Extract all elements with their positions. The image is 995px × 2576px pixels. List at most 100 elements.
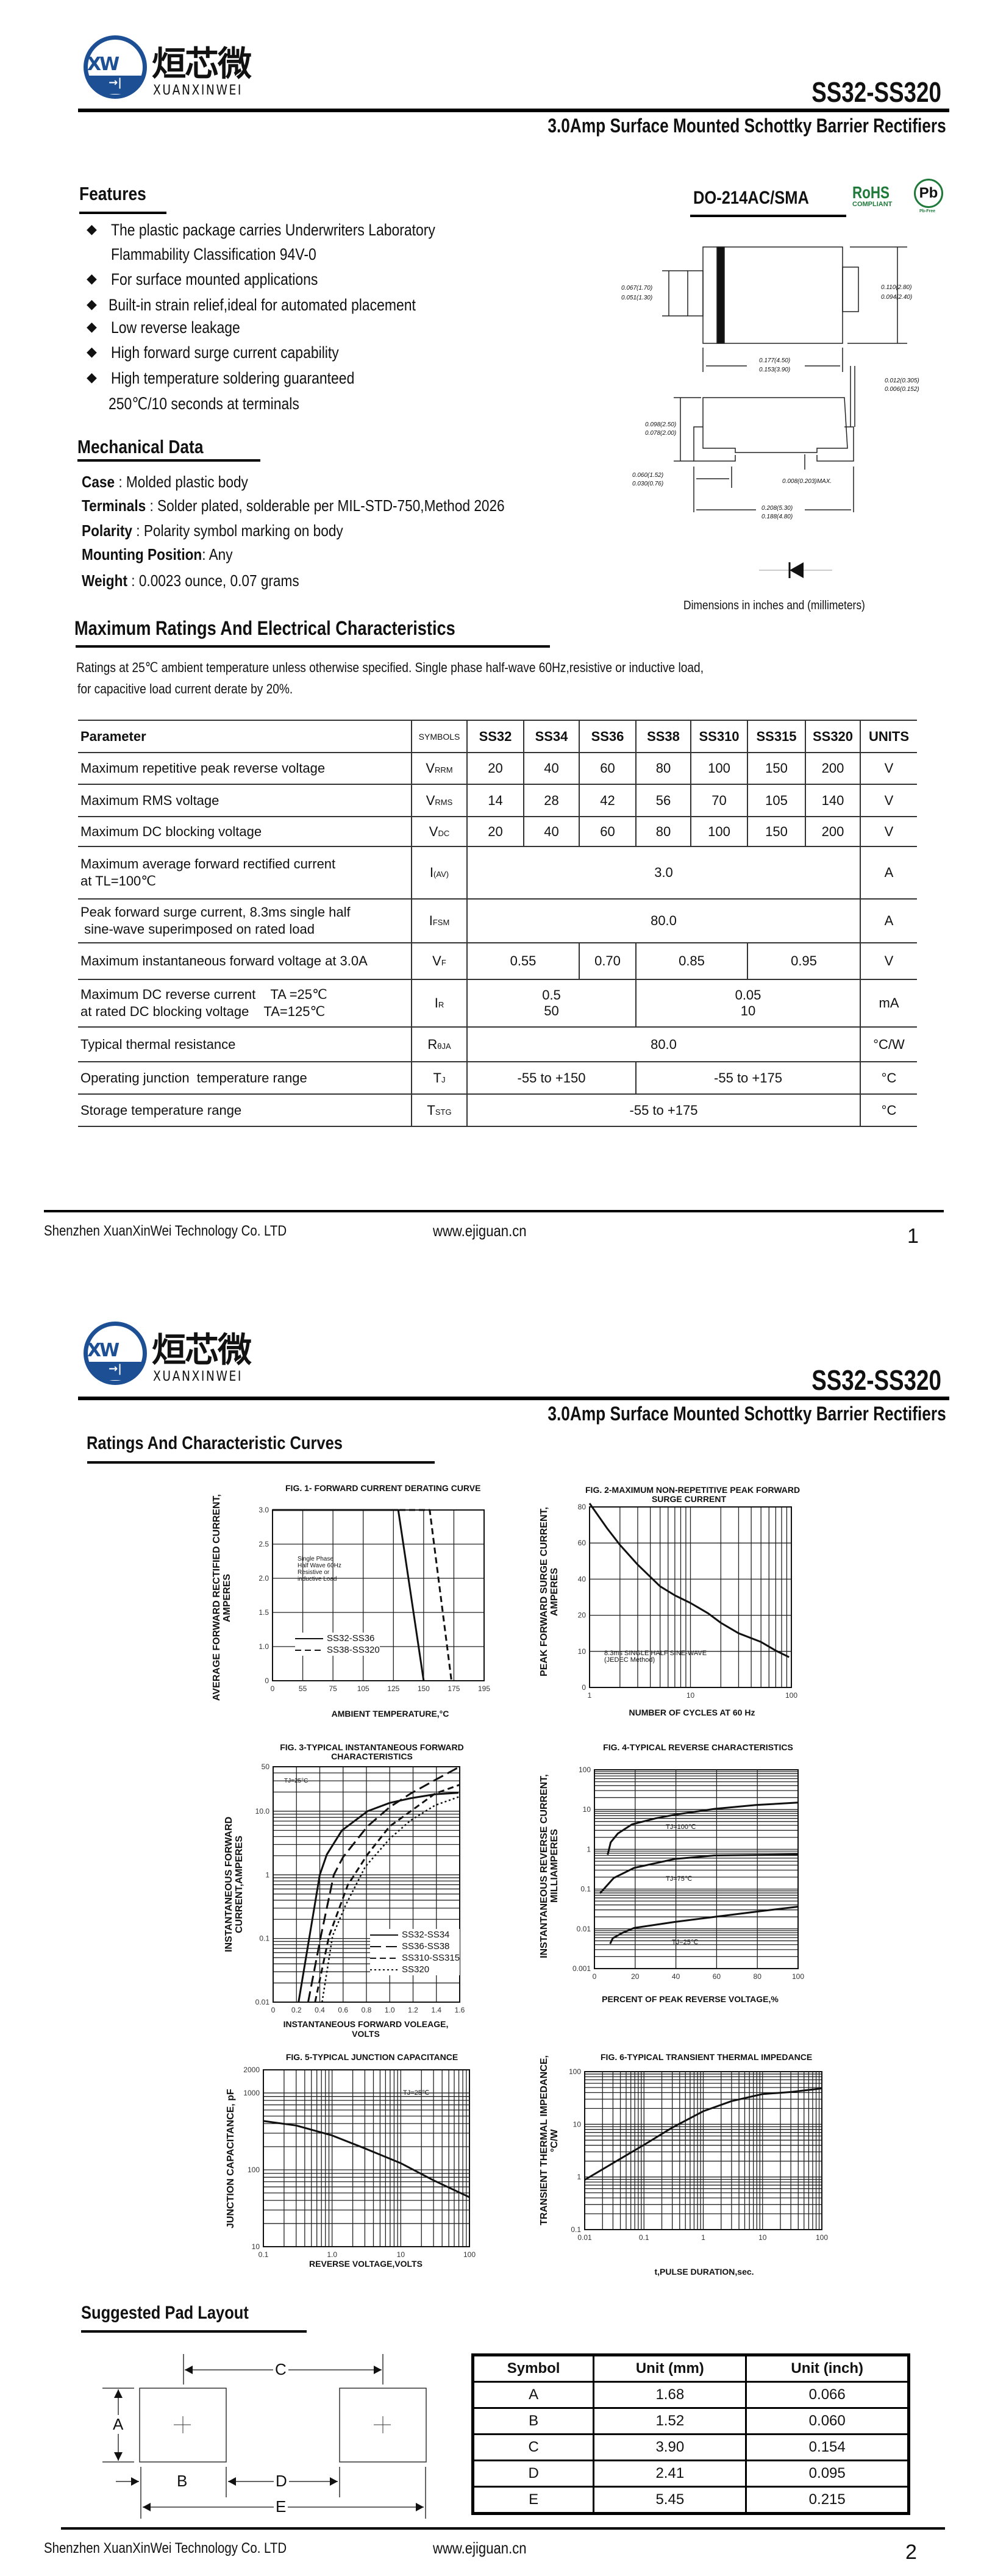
value-cell: 28 bbox=[523, 784, 579, 817]
value-cell: 0.5 50 bbox=[466, 979, 636, 1028]
fig4-xlabel: PERCENT OF PEAK REVERSE VOLTAGE,% bbox=[602, 1994, 779, 2004]
x-tick-label: 125 bbox=[387, 1684, 399, 1693]
unit-cell: °C/W bbox=[860, 1026, 917, 1062]
y-tick-label: 0.1 bbox=[259, 1934, 269, 1943]
fig2-xlabel: NUMBER OF CYCLES AT 60 Hz bbox=[629, 1708, 755, 1717]
x-tick-label: 0.6 bbox=[338, 2006, 348, 2014]
value-cell: 60 bbox=[579, 752, 636, 785]
x-tick-label: 105 bbox=[357, 1684, 369, 1693]
y-tick-label: 10 bbox=[252, 2242, 260, 2251]
y-tick-label: 10 bbox=[578, 1647, 587, 1656]
y-tick-label: 80 bbox=[578, 1503, 587, 1511]
column-header: Unit (mm) bbox=[593, 2354, 747, 2383]
table-row: Typical thermal resistance RθJA 80.0 °C/W bbox=[78, 1026, 917, 1062]
symbol-cell: VF bbox=[411, 942, 467, 980]
value-cell: 42 bbox=[579, 784, 636, 817]
pad-right bbox=[339, 2388, 427, 2463]
unit-cell: V bbox=[860, 784, 917, 817]
value-cell: 200 bbox=[805, 816, 860, 847]
fig2-annotation: 8.3ms SINGLE HALF SINE-WAVE (JEDEC Metho… bbox=[602, 1650, 709, 1664]
diode-symbol-icon bbox=[759, 562, 832, 578]
fig3-title: FIG. 3-TYPICAL INSTANTANEOUS FORWARD CHAR… bbox=[280, 1742, 464, 1761]
unit-cell: °C bbox=[860, 1061, 917, 1095]
bullet-icon: ◆ bbox=[87, 370, 97, 385]
y-tick-label: 100 bbox=[248, 2166, 260, 2174]
fig4-annotation: TJ=75℃ bbox=[662, 1876, 696, 1883]
model-title: SS32-SS320 bbox=[811, 1364, 941, 1396]
table-row: Maximum DC blocking voltage VDC 20 40 60 80 10… bbox=[78, 816, 917, 847]
cell: C bbox=[471, 2433, 595, 2461]
y-tick-label: 0.1 bbox=[580, 1885, 591, 1894]
y-tick-label: 10 bbox=[583, 1805, 591, 1814]
features-heading: Features bbox=[79, 183, 146, 204]
logo-english-name: XUANXINWEI bbox=[153, 1369, 243, 1384]
value-cell: 80 bbox=[635, 816, 691, 847]
lead-right bbox=[842, 267, 859, 312]
fig2-title: FIG. 2-MAXIMUM NON-REPETITIVE PEAK FORWA… bbox=[585, 1485, 801, 1504]
y-tick-label: 1 bbox=[265, 1870, 269, 1879]
feature-item: For surface mounted applications bbox=[111, 270, 318, 288]
dim-label: 0.012(0.305) bbox=[885, 377, 919, 384]
x-tick-label: 195 bbox=[478, 1684, 490, 1693]
column-header: Unit (inch) bbox=[745, 2354, 910, 2383]
footer-rule bbox=[44, 1210, 944, 1212]
dim-label: 0.078(2.00) bbox=[645, 430, 677, 437]
mechanical-weight: Weight : 0.0023 ounce, 0.07 grams bbox=[82, 571, 299, 590]
feature-item: Low reverse leakage bbox=[111, 318, 240, 337]
logo-ring-icon bbox=[84, 35, 147, 99]
fig3-plot: 0 0.2 0.4 0.6 0.8 1.0 1.2 1.4 1.6 0.01 0.1 1 10.0 50 bbox=[255, 1762, 465, 2014]
table-header-row: Symbol Unit (mm) Unit (inch) bbox=[471, 2354, 910, 2383]
value-cell: 14 bbox=[466, 784, 524, 817]
y-tick-label: 1.5 bbox=[259, 1608, 269, 1617]
fig4-title: FIG. 4-TYPICAL REVERSE CHARACTERISTICS bbox=[603, 1742, 793, 1752]
legend-swatch bbox=[295, 1650, 323, 1651]
value-cell: 100 bbox=[690, 816, 747, 847]
x-tick-label: 100 bbox=[785, 1691, 797, 1700]
symbol-cell: VDC bbox=[411, 816, 467, 847]
x-tick-label: 20 bbox=[631, 1972, 640, 1981]
dim-label: 0.008(0.203)MAX. bbox=[782, 478, 832, 485]
x-tick-label: 0.01 bbox=[577, 2233, 592, 2242]
cell: A bbox=[471, 2381, 595, 2409]
x-tick-label: 100 bbox=[463, 2250, 476, 2259]
table-row: C 3.90 0.154 bbox=[471, 2433, 910, 2461]
ratings-note: Ratings at 25℃ ambient temperature unles… bbox=[76, 660, 704, 675]
symbol-cell: VRMS bbox=[411, 784, 467, 817]
x-tick-label: 100 bbox=[816, 2233, 828, 2242]
fig4-series-line-3 bbox=[609, 1906, 799, 1945]
plot-frame bbox=[594, 1769, 799, 1969]
x-tick-label: 60 bbox=[713, 1972, 721, 1981]
legend-swatch bbox=[370, 1969, 398, 1971]
x-tick-label: 1.6 bbox=[455, 2006, 465, 2014]
symbol-cell: IFSM bbox=[411, 898, 467, 943]
value-cell: 0.70 bbox=[579, 942, 636, 980]
value-cell: 0.85 bbox=[635, 942, 747, 980]
value-cell: 60 bbox=[579, 816, 636, 847]
fig6-xlabel: t,PULSE DURATION,sec. bbox=[654, 2267, 754, 2277]
subtitle: 3.0Amp Surface Mounted Schottky Barrier … bbox=[547, 115, 946, 137]
fig4-annotation: TJ=25℃ bbox=[668, 1939, 702, 1946]
parameter-cell: Maximum DC reverse current TA =25℃ at rat… bbox=[78, 979, 412, 1028]
plot-frame bbox=[273, 1766, 460, 2003]
y-tick-label: 100 bbox=[579, 1766, 591, 1774]
y-tick-label: 0.001 bbox=[572, 1964, 591, 1973]
header-rule bbox=[78, 109, 949, 112]
cell: 0.066 bbox=[745, 2381, 910, 2409]
table-header-row: Parameter SYMBOLS SS32 SS34 SS36 SS38 SS310 SS3… bbox=[78, 720, 917, 753]
package-drawing bbox=[662, 246, 907, 578]
y-tick-label: 2000 bbox=[243, 2066, 260, 2074]
x-tick-label: 55 bbox=[299, 1684, 307, 1693]
pad-layout-heading: Suggested Pad Layout bbox=[81, 2303, 249, 2323]
fig6-title: FIG. 6-TYPICAL TRANSIENT THERMAL IMPEDAN… bbox=[601, 2052, 813, 2062]
unit-cell: A bbox=[860, 846, 917, 900]
value-cell: 0.05 10 bbox=[635, 979, 860, 1028]
legend-item: SS36-SS38 bbox=[370, 1941, 460, 1952]
footer-website[interactable]: www.ejiguan.cn bbox=[433, 1222, 527, 1240]
ratings-heading: Maximum Ratings And Electrical Character… bbox=[74, 617, 455, 639]
cell: 3.90 bbox=[593, 2433, 747, 2461]
table-row: Maximum repetitive peak reverse voltage V… bbox=[78, 752, 917, 785]
footer-website[interactable]: www.ejiguan.cn bbox=[433, 2539, 527, 2557]
pad-left bbox=[139, 2388, 227, 2463]
y-tick-label: 0 bbox=[265, 1676, 269, 1685]
logo-ring-icon bbox=[84, 1322, 147, 1385]
